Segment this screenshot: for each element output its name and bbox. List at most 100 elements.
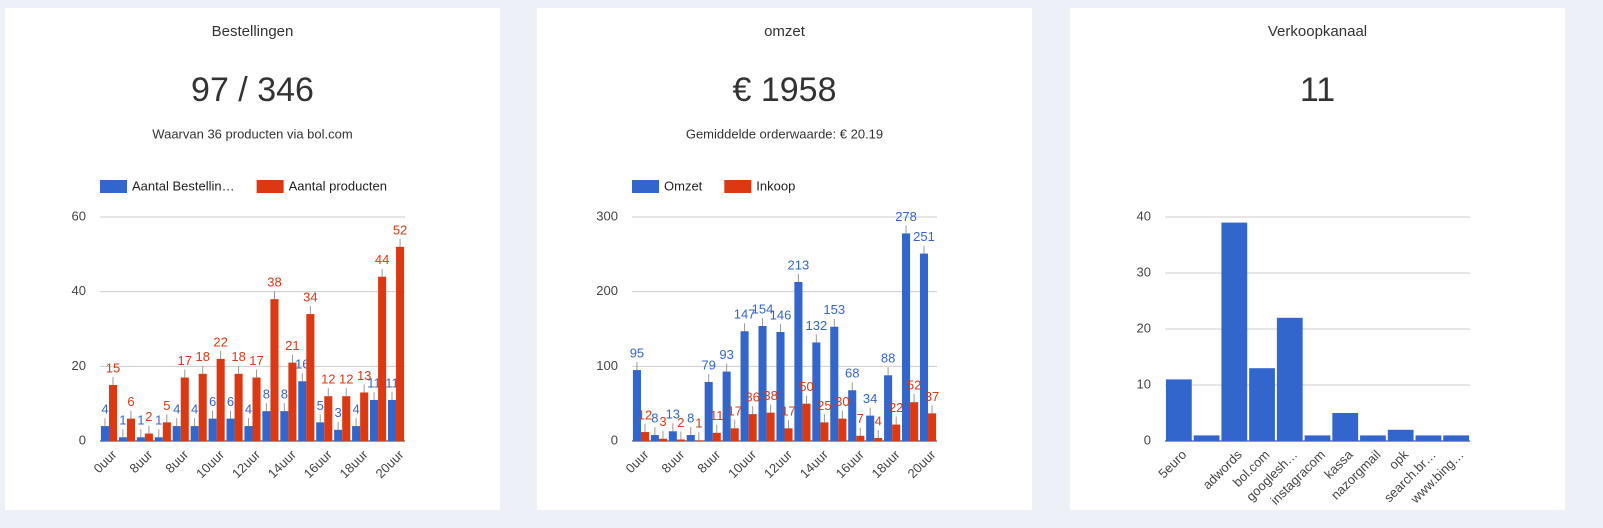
bar [758,326,767,441]
bar [650,435,659,441]
bar [262,411,271,441]
bar [722,371,731,441]
legend-label: Aantal Bestellin… [132,178,235,193]
data-label: 4 [191,402,198,417]
chart-title: omzet [764,23,806,40]
data-label: 213 [788,257,810,272]
data-label: 22 [213,334,227,349]
data-label: 52 [907,378,921,393]
data-label: 8 [687,410,694,425]
revenue-card: omzet € 1958 Gemiddelde orderwaarde: € 20.… [537,8,1032,510]
data-label: 4 [173,402,180,417]
data-label: 79 [701,357,715,372]
data-label: 25 [817,398,831,413]
bar [280,411,289,441]
data-label: 12 [339,372,353,387]
bar [1249,368,1275,441]
bar [306,314,315,441]
bar [694,440,703,441]
subtitle: Gemiddelde orderwaarde: € 20.19 [686,126,883,141]
data-label: 3 [659,414,666,429]
kpi-value: € 1958 [733,71,837,109]
legend-swatch [632,180,659,193]
bar [730,428,739,441]
bar [1165,379,1192,441]
data-label: 7 [857,411,864,426]
data-label: 15 [106,360,120,375]
data-label: 38 [267,275,281,290]
bar [668,431,677,441]
bar [1415,435,1442,441]
data-label: 5 [317,398,324,413]
data-label: 18 [231,349,245,364]
data-label: 2 [145,409,152,424]
bar [118,437,127,441]
bar [226,418,235,441]
legend-swatch [724,180,752,193]
data-label: 6 [209,394,216,409]
bar [136,437,145,441]
x-tick-label: 20uur [904,446,939,481]
bar [1193,435,1220,441]
data-label: 1 [137,413,144,428]
bar [100,426,109,441]
y-tick-label: 20 [1137,320,1151,335]
chart: omzet € 1958 Gemiddelde orderwaarde: € 20.… [596,23,939,481]
legend-label: Inkoop [756,178,795,193]
data-label: 8 [263,387,270,402]
bar [154,437,163,441]
data-label: 11 [710,408,724,423]
x-tick-label: 0uur [623,446,652,475]
bar [208,418,217,441]
bar [902,233,911,441]
bar [342,396,351,441]
legend-swatch [256,180,284,193]
bar [190,426,199,441]
bar [370,399,379,441]
x-tick-label: 8uur [694,446,723,475]
bar [838,418,847,441]
bar [334,429,343,441]
bar [856,435,865,441]
data-label: 17 [249,353,263,368]
x-tick-label: 20uur [372,446,407,481]
data-label: 11 [385,375,399,390]
data-label: 95 [630,346,644,361]
data-label: 30 [835,394,849,409]
data-label: 17 [178,353,192,368]
x-tick-label: 12uur [761,446,796,481]
bar [784,428,793,441]
data-label: 11 [367,375,381,390]
y-tick-label: 10 [1137,376,1151,391]
x-tick-label: 12uur [229,446,264,481]
bar [748,414,757,441]
channel-card: Verkoopkanaal 11 0 10 20 30 40 5euro adwords bol.… [1070,8,1565,510]
data-label: 52 [393,222,407,237]
bar [180,377,189,441]
bar [866,415,875,441]
bar [802,403,811,441]
x-tick-label: 16uur [833,446,868,481]
data-label: 17 [727,404,741,419]
bar [1387,429,1414,441]
data-label: 18 [195,349,209,364]
bar [316,422,325,441]
data-label: 36 [745,390,759,405]
data-label: 13 [666,407,680,422]
data-label: 4 [875,413,882,428]
bar [288,362,297,441]
data-label: 13 [357,368,371,383]
legend-label: Aantal producten [289,178,387,193]
data-label: 1 [695,416,702,431]
bar [892,424,901,441]
data-label: 6 [127,394,134,409]
data-label: 16 [295,357,309,372]
bar [640,432,650,441]
bar [244,426,253,441]
bar [1332,413,1359,441]
bar [1276,317,1303,441]
x-tick-label: 8uur [162,446,191,475]
bar [144,433,153,441]
